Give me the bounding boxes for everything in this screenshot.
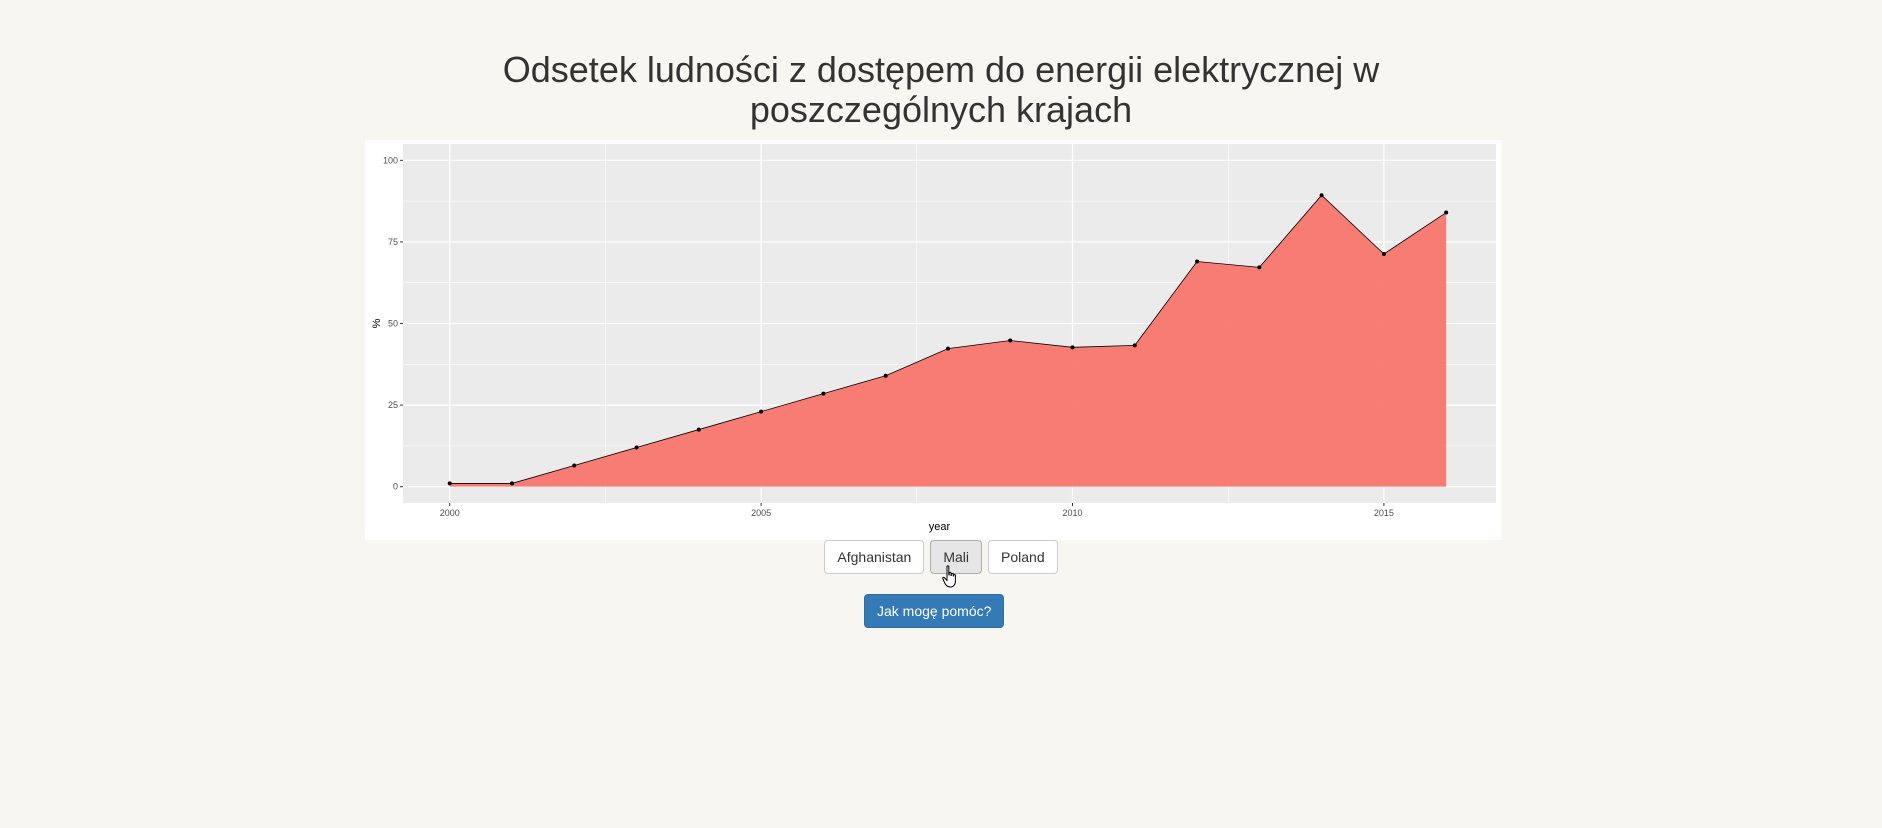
country-selector: Afghanistan Mali Poland — [0, 540, 1882, 574]
page-title: Odsetek ludności z dostępem do energii e… — [502, 49, 1380, 130]
x-axis-title: year — [929, 521, 951, 533]
data-point — [883, 373, 888, 378]
data-point — [1444, 210, 1449, 215]
help-button[interactable]: Jak mogę pomóc? — [864, 594, 1005, 628]
data-point — [1319, 193, 1324, 198]
country-button-mali[interactable]: Mali — [930, 540, 983, 574]
area-series — [449, 195, 1447, 487]
data-point — [634, 445, 639, 450]
data-point — [1257, 265, 1262, 270]
hand-cursor-icon — [942, 565, 956, 588]
data-point — [1132, 343, 1137, 348]
y-tick-label: 0 — [393, 482, 398, 492]
x-tick-label: 2005 — [751, 508, 771, 518]
y-tick-label: 100 — [383, 155, 398, 165]
x-tick-label: 2000 — [440, 508, 460, 518]
area-chart: 0 25 50 75 100 2000 2005 2010 2015 year% — [371, 144, 1496, 533]
y-tick-label: 50 — [388, 319, 398, 329]
data-point — [945, 346, 950, 351]
data-point — [1195, 259, 1200, 264]
country-button-poland[interactable]: Poland — [988, 540, 1058, 574]
chart-container: 0 25 50 75 100 2000 2005 2010 2015 year% — [365, 140, 1501, 540]
country-button-afghanistan[interactable]: Afghanistan — [824, 540, 925, 574]
x-tick-label: 2010 — [1062, 508, 1082, 518]
y-tick-label: 25 — [388, 400, 398, 410]
data-point — [572, 463, 577, 468]
data-point — [821, 391, 826, 396]
data-point — [1381, 251, 1386, 256]
data-point — [1070, 345, 1075, 350]
data-point — [696, 427, 701, 432]
y-axis-title: % — [371, 318, 383, 328]
data-point — [759, 409, 764, 414]
data-point — [1008, 338, 1013, 343]
data-point — [447, 481, 452, 486]
y-tick-label: 75 — [388, 237, 398, 247]
x-tick-label: 2015 — [1374, 508, 1394, 518]
data-point — [509, 481, 514, 486]
